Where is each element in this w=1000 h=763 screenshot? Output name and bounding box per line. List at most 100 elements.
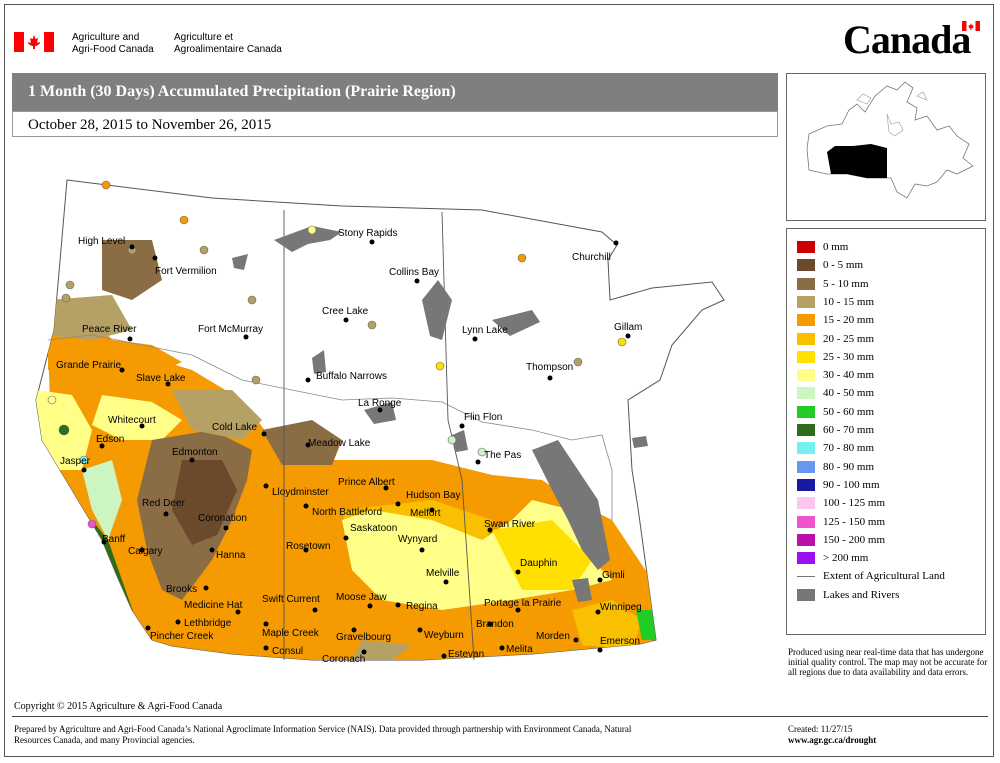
city-label: Portage la Prairie xyxy=(484,598,562,609)
legend-item: 100 - 125 mm xyxy=(797,496,885,510)
city-label: La Ronge xyxy=(358,398,402,409)
city-label: Cold Lake xyxy=(212,422,257,433)
legend-swatch xyxy=(797,295,815,308)
legend-label: 10 - 15 mm xyxy=(823,295,875,308)
city-label: Hanna xyxy=(216,550,246,561)
date-range: October 28, 2015 to November 26, 2015 xyxy=(28,117,272,133)
city-label: Edmonton xyxy=(172,447,218,458)
city-label: Swan River xyxy=(484,519,536,530)
city-label: Weyburn xyxy=(424,630,464,641)
legend-swatch xyxy=(797,515,815,528)
legend-label: Extent of Agricultural Land xyxy=(823,570,945,583)
copyright-notice: Copyright © 2015 Agriculture & Agri-Food… xyxy=(14,701,223,712)
legend-item: > 200 mm xyxy=(797,551,868,565)
city-label: Stony Rapids xyxy=(338,228,397,239)
city-label: Collins Bay xyxy=(389,267,439,278)
legend-label: > 200 mm xyxy=(823,552,869,565)
city-label: Flin Flon xyxy=(464,412,502,423)
canada-wordmark: Canada xyxy=(843,17,971,62)
city-label: Coronach xyxy=(322,654,365,665)
city-label: Pincher Creek xyxy=(150,631,214,642)
locator-inset xyxy=(786,73,986,221)
city-label: Melita xyxy=(506,644,533,655)
legend-label: 80 - 90 mm xyxy=(823,460,875,473)
city-label: Estevan xyxy=(448,649,484,660)
canada-locator-map xyxy=(806,81,974,199)
legend-item: 0 - 5 mm xyxy=(797,258,863,272)
legend-label: 30 - 40 mm xyxy=(823,369,875,382)
created-date: Created: 11/27/15 xyxy=(788,724,853,734)
city-label: Fort Vermilion xyxy=(155,266,217,277)
legend-swatch xyxy=(797,552,815,565)
city-label: Brooks xyxy=(166,584,197,595)
city-label: Fort McMurray xyxy=(198,324,263,335)
legend-item: 30 - 40 mm xyxy=(797,368,874,382)
legend-label: 50 - 60 mm xyxy=(823,405,875,418)
legend-swatch xyxy=(797,241,815,253)
legend-item: 80 - 90 mm xyxy=(797,460,874,474)
wordmark-flag-icon xyxy=(962,21,980,31)
legend-item: 90 - 100 mm xyxy=(797,478,880,492)
city-label: Maple Creek xyxy=(262,628,320,639)
city-label: Lethbridge xyxy=(184,618,232,629)
legend-label: Lakes and Rivers xyxy=(823,588,900,601)
city-label: Slave Lake xyxy=(136,373,186,384)
legend-panel: 0 mm 0 - 5 mm 5 - 10 mm 10 - 15 mm 15 - 20 m… xyxy=(786,228,986,635)
precipitation-map: High Level Fort Vermilion Stony Rapids C… xyxy=(35,179,725,665)
city-label: Melfort xyxy=(410,508,441,519)
legend-swatch xyxy=(797,424,815,436)
city-label: Wynyard xyxy=(398,534,437,545)
legend-item: 5 - 10 mm xyxy=(797,277,869,291)
precipitation-fill xyxy=(36,240,656,660)
legend-swatch xyxy=(797,405,815,418)
city-label: Lloydminster xyxy=(272,487,329,498)
city-label: Cree Lake xyxy=(322,306,369,317)
legend-item: 0 mm xyxy=(797,240,848,254)
legend-swatch xyxy=(797,259,815,272)
title-bar xyxy=(12,73,778,111)
legend-item: 15 - 20 mm xyxy=(797,313,874,327)
dept-fr-line2: Agroalimentaire Canada xyxy=(174,44,282,55)
city-label: Peace River xyxy=(82,324,137,335)
legend-item: 25 - 30 mm xyxy=(797,350,874,364)
map-title: 1 Month (30 Days) Accumulated Precipitat… xyxy=(28,83,456,100)
legend-item: 10 - 15 mm xyxy=(797,295,874,309)
legend-label: 60 - 70 mm xyxy=(823,424,875,436)
city-label: Gimli xyxy=(602,570,625,581)
legend-swatch xyxy=(797,277,815,290)
city-label: Winnipeg xyxy=(600,602,642,613)
legend-swatch xyxy=(797,350,815,363)
dept-en-line1: Agriculture and xyxy=(72,32,140,43)
city-markers xyxy=(81,239,631,659)
legend-item: 60 - 70 mm xyxy=(797,423,874,437)
city-label: Morden xyxy=(536,631,570,642)
legend-item-agri-extent: Extent of Agricultural Land xyxy=(797,569,945,583)
agricultural-extent-line xyxy=(47,334,613,520)
legend-item: 150 - 200 mm xyxy=(797,533,885,547)
data-disclaimer: Produced using near real-time data that … xyxy=(788,647,988,677)
city-label: Brandon xyxy=(476,619,514,630)
legend-label: 125 - 150 mm xyxy=(823,515,886,528)
canada-outline xyxy=(806,81,974,199)
city-label: Churchill xyxy=(572,252,611,263)
city-label: Regina xyxy=(406,601,438,612)
date-bar xyxy=(12,111,778,137)
city-label: Gillam xyxy=(614,322,642,333)
city-label: High Level xyxy=(78,236,125,247)
city-label: Whitecourt xyxy=(108,415,156,426)
legend-label: 70 - 80 mm xyxy=(823,442,875,455)
legend-label: 0 - 5 mm xyxy=(823,259,864,272)
city-label: Melville xyxy=(426,568,460,579)
lakes-and-rivers xyxy=(232,226,648,602)
legend-item: 70 - 80 mm xyxy=(797,441,874,455)
drought-url-link[interactable]: www.agr.gc.ca/drought xyxy=(788,735,877,745)
legend-item-lakes: Lakes and Rivers xyxy=(797,588,899,602)
city-label: Emerson xyxy=(600,636,640,647)
legend-item: 125 - 150 mm xyxy=(797,515,885,529)
city-label: Moose Jaw xyxy=(336,592,387,603)
legend-label: 90 - 100 mm xyxy=(823,478,880,491)
legend-label: 5 - 10 mm xyxy=(823,277,869,290)
city-label: Coronation xyxy=(198,513,247,524)
legend-label: 15 - 20 mm xyxy=(823,314,875,327)
city-label: Red Deer xyxy=(142,498,185,509)
